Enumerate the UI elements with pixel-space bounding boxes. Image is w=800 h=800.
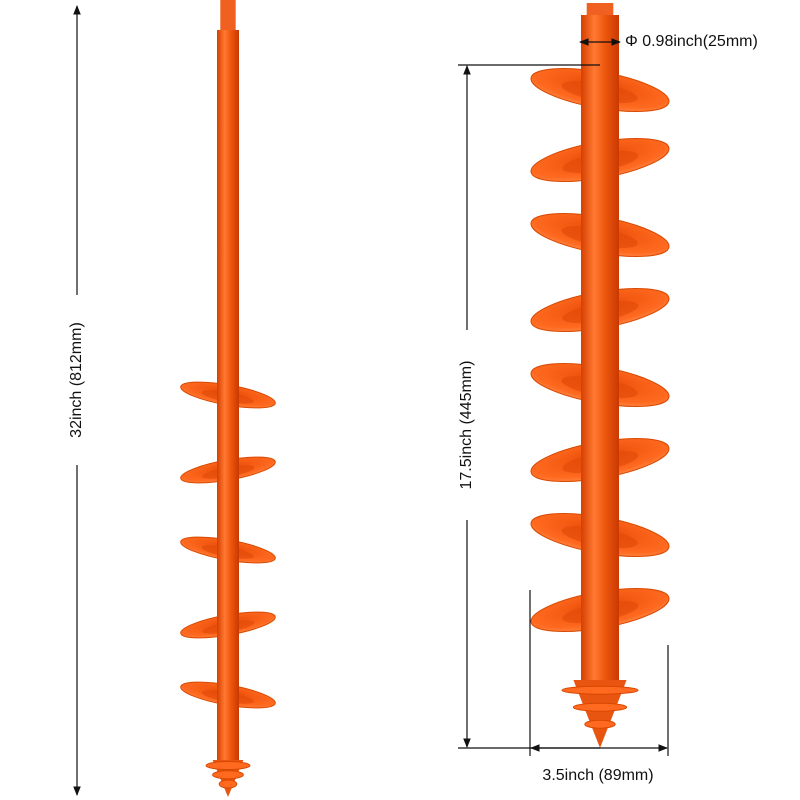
label-background bbox=[458, 330, 476, 520]
tip-thread bbox=[572, 702, 628, 712]
spiral-width-label: 3.5inch (89mm) bbox=[542, 767, 653, 784]
drill-tip bbox=[573, 680, 627, 748]
shaft-diameter-label: Φ 0.98inch(25mm) bbox=[625, 33, 758, 50]
tip-thread bbox=[212, 770, 244, 780]
right-auger bbox=[530, 3, 670, 748]
shaft bbox=[217, 30, 239, 760]
left-auger bbox=[180, 0, 276, 797]
total-length-label: 32inch (812mm) bbox=[68, 322, 85, 438]
tip-thread bbox=[584, 719, 616, 729]
tip-thread bbox=[218, 779, 238, 789]
spiral-length-label: 17.5inch (445mm) bbox=[458, 361, 475, 490]
shaft bbox=[581, 15, 619, 680]
tip-thread bbox=[205, 761, 251, 771]
label-background bbox=[68, 295, 86, 465]
tip-thread bbox=[561, 685, 639, 695]
